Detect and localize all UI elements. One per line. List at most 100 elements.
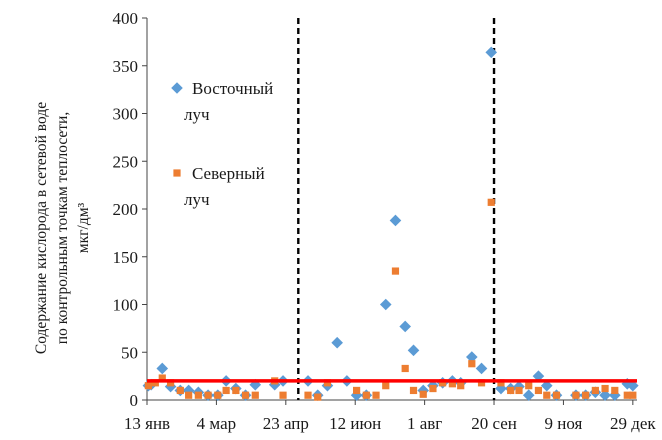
y-tick-labels: 0 50 100 150 200 250 300 350 400: [113, 9, 139, 410]
data-point-north: [279, 391, 287, 399]
data-point-north: [487, 198, 495, 206]
data-point-north: [304, 391, 312, 399]
data-point-north: [151, 379, 159, 387]
data-point-east: [599, 389, 611, 402]
y-tick-label: 200: [113, 200, 139, 219]
legend-marker-north: [173, 169, 181, 177]
data-point-north: [591, 386, 599, 395]
data-point-east: [164, 380, 177, 393]
data-point-north: [222, 386, 230, 395]
x-tick-labels: 13 янв 4 мар 23 апр 12 июн 1 авг 20 сен 9 ноя 2…: [124, 414, 657, 433]
y-axis-label-line: мкг/дм³: [75, 202, 92, 253]
data-point-east: [331, 336, 343, 349]
data-point-north: [323, 379, 332, 387]
data-point-north: [468, 360, 476, 368]
data-point-north: [429, 384, 437, 393]
data-point-east: [627, 379, 639, 392]
x-tick-label: 23 апр: [263, 414, 309, 433]
y-tick-label: 350: [113, 57, 139, 76]
data-point-north: [572, 391, 580, 399]
data-point-east: [466, 351, 478, 363]
data-point-east: [350, 389, 363, 402]
series-east: [142, 46, 639, 402]
data-point-north: [409, 386, 418, 395]
data-point-north: [515, 386, 523, 395]
data-point-north: [241, 391, 250, 399]
y-tick-label: 250: [113, 152, 139, 171]
legend-label-east-2: луч: [184, 105, 210, 124]
x-tick-label: 1 авг: [407, 414, 442, 433]
y-tick-label: 0: [130, 391, 139, 410]
data-point-north: [353, 386, 361, 395]
data-point-north: [507, 386, 515, 395]
period-divider-lines: [297, 18, 496, 400]
y-axis-label: Содержание кислорода в сетевой воде по ко…: [33, 102, 92, 354]
x-tick-label: 29 дек: [610, 414, 656, 433]
data-point-east: [522, 389, 535, 402]
data-point-north: [382, 382, 390, 390]
data-point-north: [611, 386, 619, 395]
data-point-north: [629, 391, 637, 399]
axes: [142, 17, 637, 405]
data-point-north: [439, 379, 447, 387]
y-tick-label: 300: [113, 105, 139, 124]
data-point-east: [540, 379, 553, 392]
legend-marker-east: [171, 82, 183, 94]
y-tick-label: 50: [121, 343, 138, 362]
y-axis-label-line: по контрольным точкам теплосети,: [54, 112, 71, 344]
data-point-north: [158, 374, 166, 382]
data-point-north: [457, 382, 465, 390]
data-point-north: [372, 391, 380, 399]
data-point-north: [391, 267, 400, 275]
y-tick-label: 100: [113, 296, 139, 315]
data-point-east: [156, 362, 169, 375]
data-point-north: [362, 391, 370, 399]
data-point-east: [389, 214, 402, 227]
x-tick-label: 20 сен: [471, 414, 517, 433]
legend-label-north: Северный: [192, 164, 265, 183]
x-tick-label: 13 янв: [124, 414, 170, 433]
data-point-north: [314, 393, 322, 401]
data-point-north: [477, 379, 486, 387]
data-point-north: [166, 379, 175, 387]
data-point-east: [249, 378, 262, 391]
data-point-north: [525, 382, 533, 390]
data-point-north: [497, 379, 505, 387]
x-tick-label: 9 ноя: [545, 414, 583, 433]
data-point-north: [448, 380, 456, 388]
data-point-north: [552, 391, 561, 399]
data-point-north: [601, 384, 609, 393]
data-point-north: [419, 390, 427, 398]
data-point-north: [214, 391, 222, 399]
data-point-north: [232, 386, 240, 395]
data-point-east: [475, 362, 488, 375]
x-tick-label: 4 мар: [197, 414, 236, 433]
y-tick-label: 150: [113, 248, 139, 267]
data-point-north: [543, 391, 551, 399]
series-north: [144, 198, 637, 401]
x-tick-label: 12 июн: [329, 414, 381, 433]
legend-label-north-2: луч: [184, 190, 210, 209]
data-point-east: [379, 298, 392, 311]
legend: Восточный луч Северный луч: [171, 79, 273, 209]
data-point-north: [176, 386, 184, 395]
data-point-north: [251, 391, 259, 399]
data-point-north: [204, 391, 212, 399]
y-tick-label: 400: [113, 9, 139, 28]
data-point-north: [401, 364, 409, 373]
data-point-north: [582, 391, 590, 399]
data-point-north: [185, 391, 193, 399]
data-point-north: [144, 382, 152, 390]
data-point-east: [532, 370, 545, 382]
legend-label-east: Восточный: [192, 79, 273, 98]
data-point-east: [399, 320, 411, 333]
data-point-east: [407, 344, 420, 357]
y-axis-label-line: Содержание кислорода в сетевой воде: [33, 102, 50, 354]
data-point-north: [534, 386, 543, 395]
data-point-north: [194, 391, 202, 399]
data-point-east: [495, 382, 507, 395]
data-point-east: [485, 46, 498, 59]
data-point-north: [623, 391, 631, 399]
